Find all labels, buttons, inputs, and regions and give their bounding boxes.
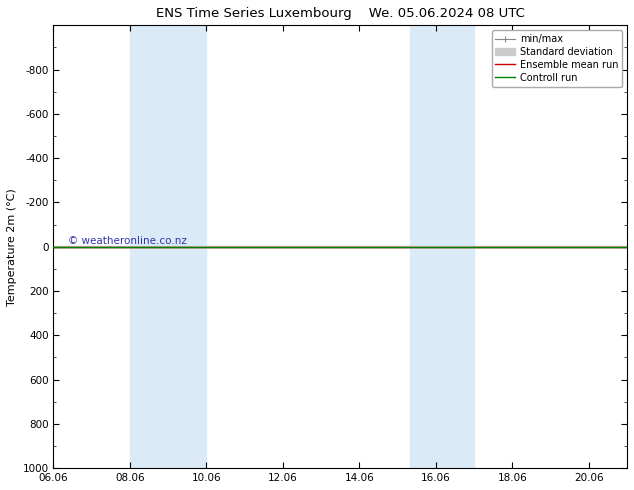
Bar [130,25,207,468]
Bar [410,25,474,468]
Legend: min/max, Standard deviation, Ensemble mean run, Controll run: min/max, Standard deviation, Ensemble me… [491,30,622,87]
Y-axis label: Temperature 2m (°C): Temperature 2m (°C) [7,188,17,306]
Title: ENS Time Series Luxembourg    We. 05.06.2024 08 UTC: ENS Time Series Luxembourg We. 05.06.202… [156,7,525,20]
Text: © weatheronline.co.nz: © weatheronline.co.nz [68,236,186,246]
